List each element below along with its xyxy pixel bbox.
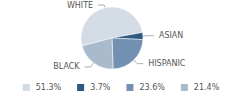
svg-text:HISPANIC: HISPANIC <box>148 59 186 68</box>
svg-text:3.7%: 3.7% <box>90 83 111 92</box>
svg-text:21.4%: 21.4% <box>194 83 220 92</box>
svg-text:WHITE: WHITE <box>67 1 93 10</box>
svg-text:23.6%: 23.6% <box>139 83 165 92</box>
svg-text:ASIAN: ASIAN <box>159 31 183 40</box>
svg-text:51.3%: 51.3% <box>36 83 62 92</box>
svg-text:BLACK: BLACK <box>53 62 80 71</box>
